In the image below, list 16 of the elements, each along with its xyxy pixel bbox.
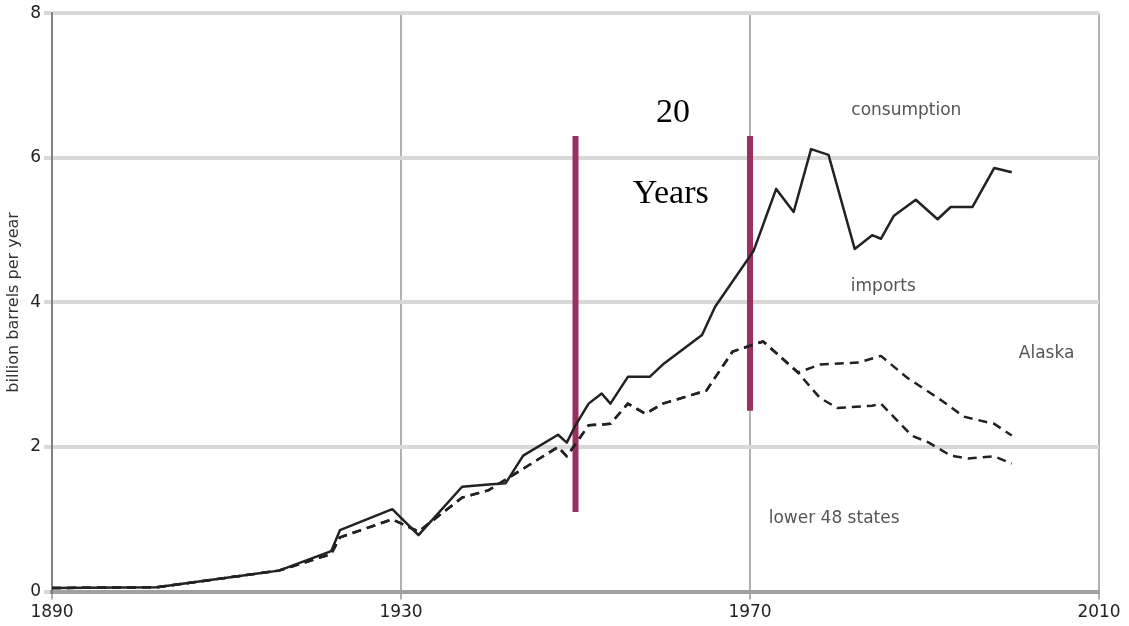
y-tick-label: 0 bbox=[30, 580, 42, 601]
annotation: Years bbox=[632, 173, 709, 211]
y-axis-title: billion barrels per year bbox=[2, 211, 22, 393]
x-tick-label: 1970 bbox=[728, 601, 772, 622]
x-tick-label: 1930 bbox=[379, 601, 423, 622]
y-tick-label: 2 bbox=[30, 435, 42, 456]
y-tick-label: 6 bbox=[30, 146, 42, 167]
annotation: 20 bbox=[655, 91, 690, 129]
annotation: lower 48 states bbox=[768, 506, 900, 527]
y-tick-label: 4 bbox=[30, 290, 42, 311]
x-tick-label: 1890 bbox=[30, 601, 74, 622]
annotation: Alaska bbox=[1018, 342, 1075, 363]
x-tick-label: 2010 bbox=[1077, 601, 1121, 622]
text: consumption bbox=[851, 98, 962, 119]
annotation: imports bbox=[850, 275, 916, 296]
y-tick-label: 8 bbox=[30, 1, 42, 22]
